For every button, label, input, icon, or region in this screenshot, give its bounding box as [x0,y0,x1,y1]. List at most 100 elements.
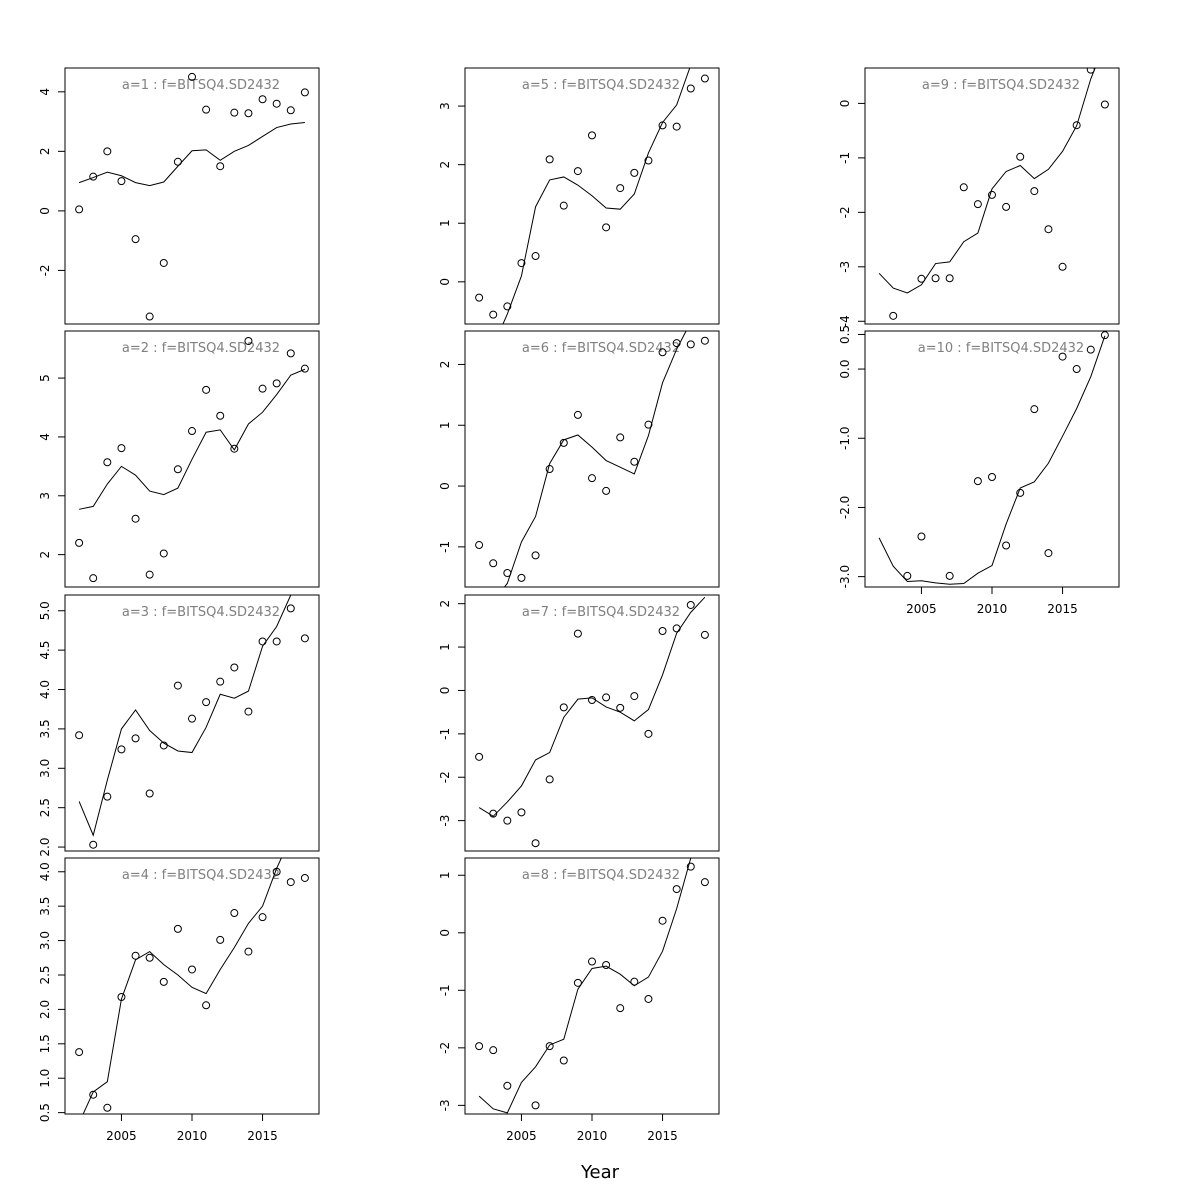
y-tick-label: -3 [438,815,452,827]
panel-data [878,68,1109,320]
observed-point [531,839,540,848]
y-tick-label: -1 [438,541,452,553]
fitted-line [78,121,305,187]
panel-frame [464,594,720,852]
panel-data [75,72,309,321]
y-tick-label: -2.0 [838,496,852,519]
observed-point [700,878,709,887]
observed-point [475,293,484,302]
observed-point [573,167,582,176]
observed-point [272,379,281,388]
observed-point [517,808,526,817]
observed-point [517,573,526,582]
observed-point [602,693,611,702]
y-tick-label: 1.0 [38,1069,52,1088]
panel-10: -3.0 -2.0 -1.0 0.0 0.5 2005 2010 2015 a=10 : f=B… [838,325,1120,616]
x-axis-label: Year [580,1162,620,1183]
observed-point [117,444,126,453]
y-tick-label: 4.0 [38,862,52,881]
observed-point [588,696,596,705]
observed-point [272,637,281,646]
panels-group: -2 0 2 4 a=1 : f=BITSQ4.SD2432 2 3 4 5 a=2 : f=BI… [38,67,1120,1143]
observed-point [602,486,611,495]
panel-title: a=9 : f=BITSQ4.SD2432 [922,78,1080,93]
observed-point [700,630,709,639]
observed-point [658,627,667,636]
observed-point [145,953,154,962]
observed-point [1072,365,1081,374]
fitted-line [478,858,692,1114]
observed-point [686,600,695,609]
y-tick-label: -2 [38,264,52,276]
observed-point [630,692,639,701]
observed-point [588,131,596,140]
observed-point [173,465,182,474]
y-tick-label: 4.0 [38,680,52,699]
observed-point [300,873,309,882]
y-tick-label: 3 [438,102,452,110]
y-tick-label: -2 [438,1042,452,1054]
observed-point [216,411,225,420]
x-tick-label: 2005 [906,602,937,616]
observed-point [131,734,140,743]
y-tick-label: -1 [438,728,452,740]
observed-point [131,514,140,523]
panel-data [75,337,309,583]
y-tick-label: 2 [438,161,452,169]
observed-point [244,707,253,716]
observed-point [475,541,484,550]
observed-point [258,384,267,393]
observed-point [531,1101,540,1110]
observed-point [588,474,596,483]
observed-point [700,74,709,83]
observed-point [159,258,168,267]
observed-point [616,184,625,193]
observed-point [286,604,295,613]
y-tick-label: -2 [438,771,452,783]
panel-2: 2 3 4 5 a=2 : f=BITSQ4.SD2432 [38,330,320,588]
fitted-line [78,595,292,837]
observed-point [117,177,126,186]
observed-point [145,570,154,579]
observed-point [658,348,667,357]
y-tick-label: 0.5 [838,325,852,344]
observed-point [686,862,695,871]
observed-point [917,274,926,283]
observed-point [573,978,582,987]
observed-point [1072,121,1081,130]
panel-data [75,595,309,849]
observed-point [89,840,98,849]
y-tick-label: -3 [438,1099,452,1111]
panel-title: a=7 : f=BITSQ4.SD2432 [522,605,680,620]
y-tick-label: 2.0 [38,1000,52,1019]
observed-point [489,310,498,319]
observed-point [644,420,653,429]
y-tick-label: 5 [38,374,52,382]
panel-data [75,858,309,1114]
observed-point [531,551,540,560]
observed-point [300,88,309,97]
observed-point [188,427,196,436]
observed-point [630,457,639,466]
observed-point [103,792,112,801]
fitted-line [878,335,1106,585]
fitted-line [79,368,306,510]
observed-point [475,1042,484,1051]
observed-point [300,364,309,373]
observed-point [103,1103,112,1112]
observed-point [75,731,84,740]
observed-point [216,677,225,686]
y-tick-label: 1.5 [38,1034,52,1053]
y-tick-label: 4.5 [38,641,52,660]
observed-point [286,349,295,358]
panel-frame [64,330,320,588]
observed-point [672,122,681,131]
panel-frame [464,330,720,588]
observed-point [1030,405,1039,414]
observed-point [686,340,695,349]
y-tick-label: 2 [438,600,452,608]
y-tick-label: 3.0 [38,931,52,950]
observed-point [188,72,196,81]
y-tick-label: 2 [38,148,52,156]
